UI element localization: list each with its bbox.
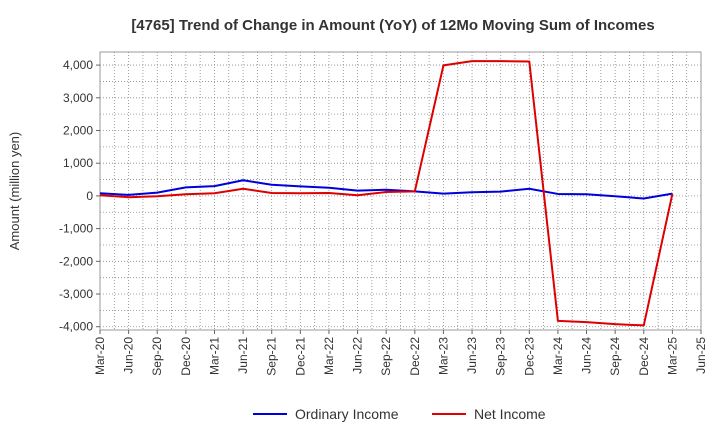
x-tick-label: Dec-21 [293,337,307,376]
x-tick-label: Mar-21 [207,337,221,375]
x-tick-label: Jun-23 [465,337,479,374]
y-axis-ticks: 4,000 3,000 2,000 1,000 0 -1,000 -2,000 -3,000 -… [59,58,100,334]
x-tick-label: Sep-23 [494,337,508,376]
x-tick-label: Mar-25 [665,337,679,375]
x-tick-label: Mar-20 [93,337,107,375]
y-axis-label: Amount (million yen) [7,132,22,251]
x-tick-label: Mar-24 [551,337,565,375]
y-tick-label: 2,000 [63,123,93,137]
y-tick-label: 1,000 [63,156,93,170]
x-tick-label: Sep-20 [150,337,164,376]
x-tick-label: Jun-25 [694,337,708,374]
y-tick-label: -1,000 [59,222,93,236]
x-tick-label: Jun-24 [580,337,594,374]
x-tick-label: Dec-24 [637,337,651,376]
x-tick-label: Jun-20 [122,337,136,374]
series [99,60,674,327]
chart-title: [4765] Trend of Change in Amount (YoY) o… [131,17,654,34]
y-tick-label: 0 [86,189,93,203]
x-tick-label: Sep-24 [608,337,622,376]
plot-frame [99,51,702,331]
legend-label-net-income: Net Income [474,406,546,422]
x-tick-label: Sep-22 [379,337,393,376]
x-tick-label: Sep-21 [265,337,279,376]
y-tick-label: 4,000 [63,58,93,72]
x-tick-label: Mar-23 [436,337,450,375]
y-tick-label: 3,000 [63,91,93,105]
y-tick-label: -3,000 [59,287,93,301]
legend: Ordinary Income Net Income [253,406,546,422]
series-line-ordinary-income [99,179,673,200]
x-tick-label: Dec-20 [179,337,193,376]
y-tick-label: -2,000 [59,254,93,268]
x-tick-label: Dec-23 [522,337,536,376]
y-tick-label: -4,000 [59,320,93,334]
x-tick-label: Jun-21 [236,337,250,374]
x-tick-label: Jun-22 [351,337,365,374]
x-axis-ticks: Mar-20 Jun-20 Sep-20 Dec-20 Mar-21 Jun-21 Sep-… [93,330,708,376]
x-tick-label: Mar-22 [322,337,336,375]
grid [99,52,702,330]
legend-label-ordinary-income: Ordinary Income [295,406,399,422]
series-line-net-income [99,60,674,327]
x-tick-label: Dec-22 [408,337,422,376]
